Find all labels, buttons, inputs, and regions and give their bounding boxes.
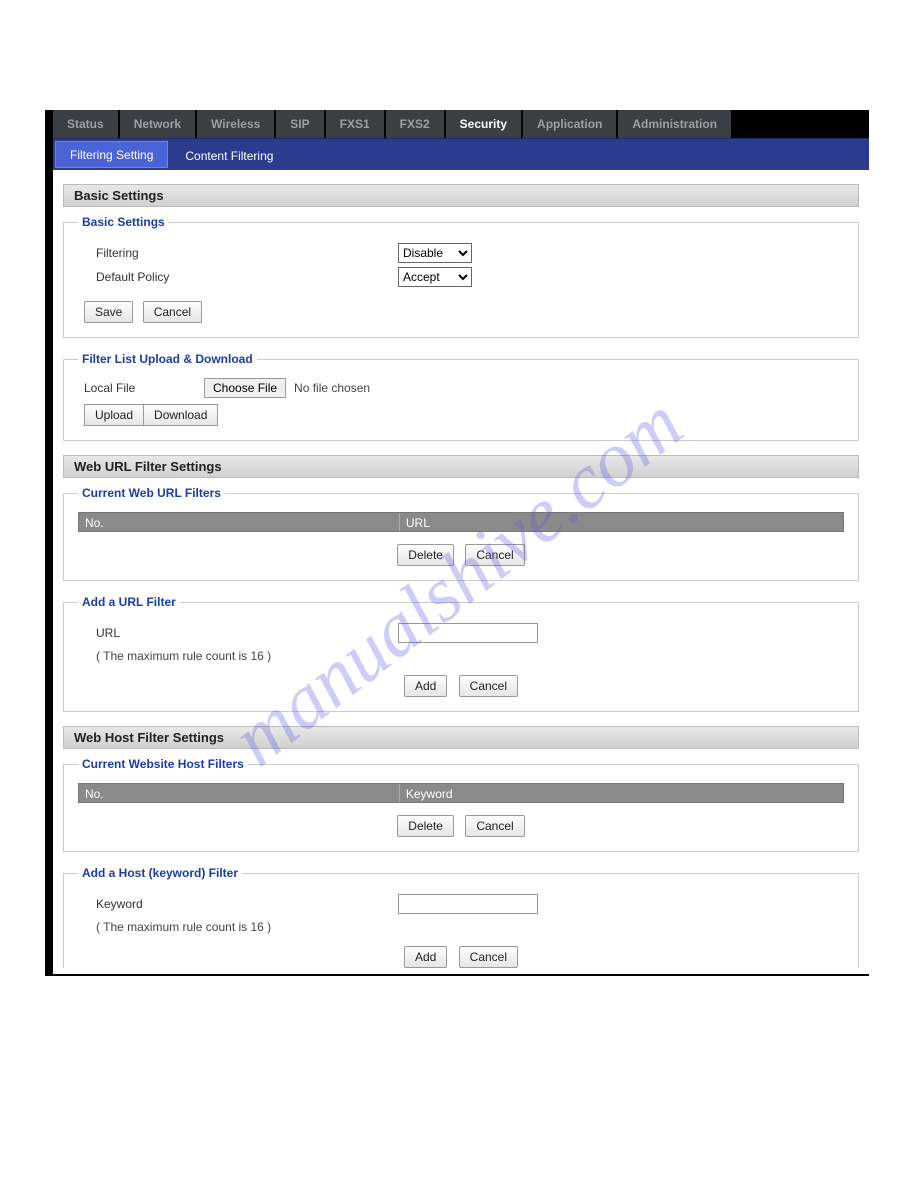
upload-button[interactable]: Upload [84, 404, 143, 426]
group-basic-settings: Basic Settings Filtering Disable Default… [63, 215, 859, 338]
label-default-policy: Default Policy [78, 270, 398, 284]
url-cancel-button[interactable]: Cancel [465, 544, 524, 566]
col-host-no: No. [79, 784, 400, 802]
host-add-button[interactable]: Add [404, 946, 447, 968]
col-no: No. [79, 513, 400, 531]
download-button[interactable]: Download [143, 404, 218, 426]
legend-filter-upload-download: Filter List Upload & Download [78, 352, 257, 366]
tab-fxs1[interactable]: FXS1 [326, 110, 386, 138]
tab-network[interactable]: Network [120, 110, 197, 138]
tab-wireless[interactable]: Wireless [197, 110, 276, 138]
input-keyword[interactable] [398, 894, 538, 914]
cancel-button[interactable]: Cancel [143, 301, 202, 323]
host-filter-table-header: No. Keyword [78, 783, 844, 803]
label-keyword: Keyword [78, 897, 398, 911]
note-host-max: ( The maximum rule count is 16 ) [78, 920, 844, 934]
url-add-cancel-button[interactable]: Cancel [459, 675, 518, 697]
url-delete-button[interactable]: Delete [397, 544, 454, 566]
col-url: URL [400, 513, 843, 531]
group-filter-upload-download: Filter List Upload & Download Local File… [63, 352, 859, 441]
tab-administration[interactable]: Administration [618, 110, 733, 138]
choose-file-button[interactable]: Choose File [204, 378, 286, 398]
subtab-content-filtering[interactable]: Content Filtering [170, 139, 288, 170]
tab-sip[interactable]: SIP [276, 110, 325, 138]
select-filtering[interactable]: Disable [398, 243, 472, 263]
subtab-filtering-setting[interactable]: Filtering Setting [55, 141, 168, 168]
file-chosen-status: No file chosen [294, 381, 370, 395]
label-filtering: Filtering [78, 246, 398, 260]
group-add-url-filter: Add a URL Filter URL ( The maximum rule … [63, 595, 859, 712]
save-button[interactable]: Save [84, 301, 133, 323]
select-default-policy[interactable]: Accept [398, 267, 472, 287]
sub-nav: Filtering Setting Content Filtering [53, 138, 869, 170]
legend-add-host-filter: Add a Host (keyword) Filter [78, 866, 242, 880]
content-area: Basic Settings Basic Settings Filtering … [53, 170, 869, 974]
legend-current-url-filters: Current Web URL Filters [78, 486, 225, 500]
tab-application[interactable]: Application [523, 110, 618, 138]
url-filter-table-header: No. URL [78, 512, 844, 532]
legend-add-url-filter: Add a URL Filter [78, 595, 180, 609]
host-cancel-button[interactable]: Cancel [465, 815, 524, 837]
group-current-url-filters: Current Web URL Filters No. URL Delete C… [63, 486, 859, 581]
tab-fxs2[interactable]: FXS2 [386, 110, 446, 138]
col-keyword: Keyword [400, 784, 843, 802]
group-current-host-filters: Current Website Host Filters No. Keyword… [63, 757, 859, 852]
section-basic-settings: Basic Settings [63, 184, 859, 207]
legend-basic-settings: Basic Settings [78, 215, 169, 229]
note-url-max: ( The maximum rule count is 16 ) [78, 649, 844, 663]
label-url: URL [78, 626, 398, 640]
host-add-cancel-button[interactable]: Cancel [459, 946, 518, 968]
tab-security[interactable]: Security [446, 110, 523, 138]
label-local-file: Local File [84, 381, 204, 395]
url-add-button[interactable]: Add [404, 675, 447, 697]
tab-status[interactable]: Status [53, 110, 120, 138]
top-nav: Status Network Wireless SIP FXS1 FXS2 Se… [53, 110, 869, 138]
admin-panel: Status Network Wireless SIP FXS1 FXS2 Se… [45, 110, 869, 976]
section-web-url-filter: Web URL Filter Settings [63, 455, 859, 478]
legend-current-host-filters: Current Website Host Filters [78, 757, 248, 771]
group-add-host-filter: Add a Host (keyword) Filter Keyword ( Th… [63, 866, 859, 968]
input-url[interactable] [398, 623, 538, 643]
host-delete-button[interactable]: Delete [397, 815, 454, 837]
section-web-host-filter: Web Host Filter Settings [63, 726, 859, 749]
